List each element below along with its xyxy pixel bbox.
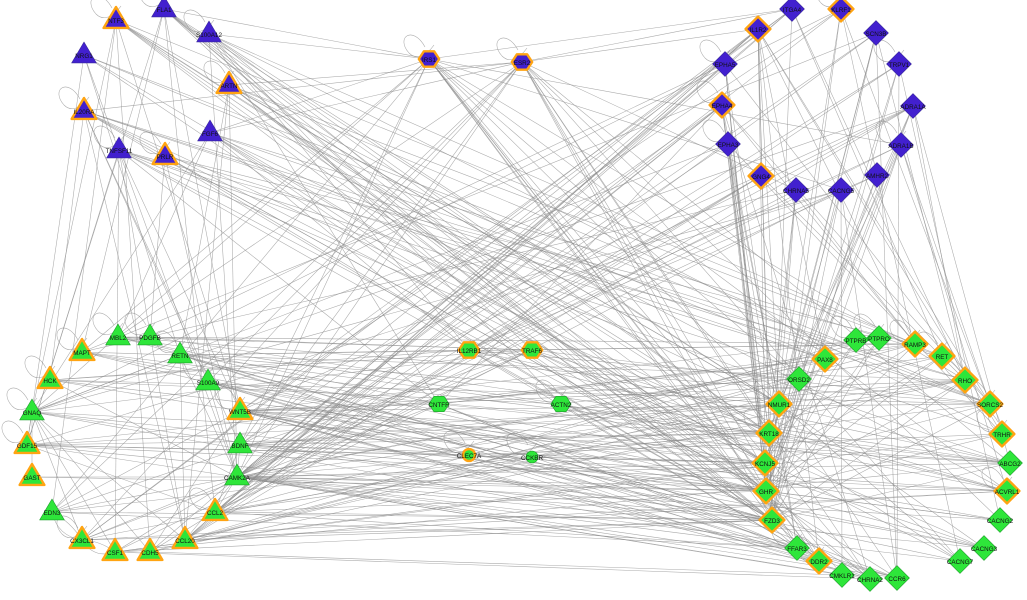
svg-text:CMKLR1: CMKLR1 <box>829 573 855 580</box>
svg-text:EPHA5: EPHA5 <box>715 62 736 69</box>
svg-text:RET: RET <box>936 354 949 361</box>
svg-text:CAMK2A: CAMK2A <box>224 475 251 482</box>
svg-text:MBL2: MBL2 <box>110 335 127 342</box>
svg-text:DDR2: DDR2 <box>810 559 828 566</box>
svg-text:CHRNA2: CHRNA2 <box>857 577 883 584</box>
svg-text:ADRA1A: ADRA1A <box>900 104 926 111</box>
svg-text:GNG4: GNG4 <box>752 174 770 181</box>
svg-text:PTPRB: PTPRB <box>846 338 867 345</box>
svg-text:IL12RB1: IL12RB1 <box>457 348 482 355</box>
svg-text:NMUR1: NMUR1 <box>768 402 791 409</box>
svg-text:CHRNA5: CHRNA5 <box>783 188 809 195</box>
svg-text:NTF3: NTF3 <box>108 18 124 25</box>
svg-text:IL20RA: IL20RA <box>73 109 95 116</box>
svg-text:CACNG2: CACNG2 <box>987 518 1014 525</box>
svg-text:PAX8: PAX8 <box>817 357 833 364</box>
svg-text:CCL20: CCL20 <box>175 538 195 545</box>
svg-text:NRG1: NRG1 <box>75 53 93 60</box>
svg-text:KLRF1: KLRF1 <box>831 7 851 14</box>
svg-text:AMHR2: AMHR2 <box>866 173 889 180</box>
svg-text:CNTFR: CNTFR <box>428 402 450 409</box>
svg-text:SORCS2: SORCS2 <box>977 402 1003 409</box>
svg-text:CCR6: CCR6 <box>888 576 906 583</box>
svg-text:IRS1: IRS1 <box>422 57 436 64</box>
svg-text:S100A9: S100A9 <box>197 380 220 387</box>
svg-text:ABCG2: ABCG2 <box>999 461 1021 468</box>
svg-text:TRHR: TRHR <box>993 432 1011 439</box>
svg-text:ITGA4: ITGA4 <box>783 7 802 14</box>
svg-text:KCNJ5: KCNJ5 <box>755 461 775 468</box>
svg-text:PTPRO: PTPRO <box>868 336 890 343</box>
svg-text:PDGFB: PDGFB <box>139 335 161 342</box>
svg-text:FZD3: FZD3 <box>764 518 780 525</box>
svg-text:CCL2: CCL2 <box>207 510 224 517</box>
svg-text:SCN3B: SCN3B <box>866 31 887 38</box>
svg-text:EPHA3: EPHA3 <box>718 142 739 149</box>
svg-text:CSF1: CSF1 <box>107 550 124 557</box>
svg-text:GHR: GHR <box>759 489 773 496</box>
svg-text:TRPV1: TRPV1 <box>889 62 910 69</box>
svg-text:CLEC7A: CLEC7A <box>457 453 482 460</box>
svg-text:CX3CL1: CX3CL1 <box>70 538 94 545</box>
svg-text:ORSD2: ORSD2 <box>788 377 810 384</box>
svg-text:CACNG5: CACNG5 <box>828 188 855 195</box>
svg-text:RHO: RHO <box>958 378 972 385</box>
svg-text:BDNF: BDNF <box>231 443 248 450</box>
svg-text:KRT18: KRT18 <box>759 431 779 438</box>
svg-text:IL1R2: IL1R2 <box>750 27 767 34</box>
svg-text:GAST: GAST <box>23 475 40 482</box>
svg-text:EDN3: EDN3 <box>44 510 61 517</box>
svg-text:CACNG7: CACNG7 <box>947 559 974 566</box>
svg-text:ESR2: ESR2 <box>514 60 531 67</box>
svg-text:CDH5: CDH5 <box>141 550 159 557</box>
svg-text:ACVRL1: ACVRL1 <box>995 489 1020 496</box>
svg-text:TRAF6: TRAF6 <box>522 348 542 355</box>
svg-text:RETN: RETN <box>171 353 189 360</box>
svg-text:S100A12: S100A12 <box>196 32 222 39</box>
svg-text:GNAQ: GNAQ <box>23 410 42 417</box>
svg-text:ACTN2: ACTN2 <box>551 402 572 409</box>
svg-text:CACNG3: CACNG3 <box>971 546 998 553</box>
svg-text:ARTN: ARTN <box>220 83 237 90</box>
svg-text:RAMP3: RAMP3 <box>904 342 926 349</box>
svg-text:TNFSF11: TNFSF11 <box>106 148 133 155</box>
svg-text:MAPT: MAPT <box>73 350 91 357</box>
svg-text:EPHA4: EPHA4 <box>712 103 733 110</box>
svg-text:ADRA1B: ADRA1B <box>888 143 913 150</box>
svg-text:WNT5B: WNT5B <box>229 409 251 416</box>
svg-text:PRLR: PRLR <box>157 154 174 161</box>
svg-text:FLA1: FLA1 <box>156 7 172 14</box>
svg-text:FGF6: FGF6 <box>202 131 219 138</box>
svg-text:FFAR3: FFAR3 <box>787 546 807 553</box>
svg-text:HCK: HCK <box>43 378 57 385</box>
svg-text:GDF15: GDF15 <box>17 443 38 450</box>
svg-text:CCKBR: CCKBR <box>521 455 543 462</box>
